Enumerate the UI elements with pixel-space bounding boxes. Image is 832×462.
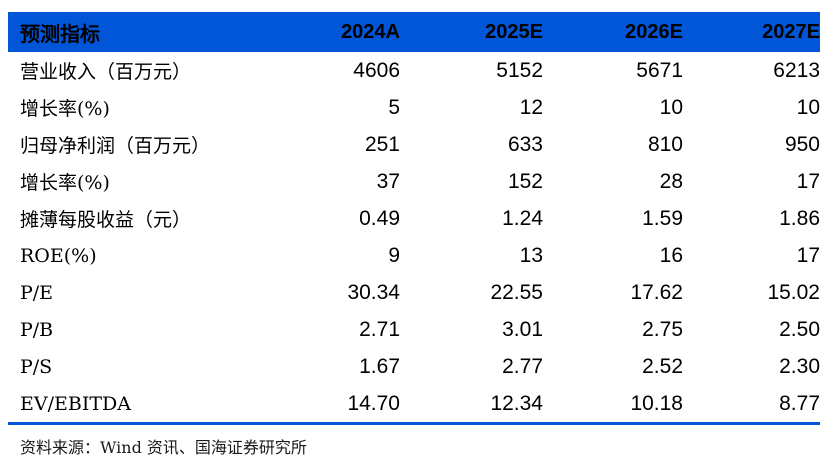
cell-value: 10 <box>659 95 683 119</box>
row-label: 归母净利润（百万元） <box>20 135 211 157</box>
row-label: EV/EBITDA <box>20 392 131 415</box>
row-label: 增长率(%) <box>20 98 110 120</box>
table-row-pb: P/B 2.71 3.01 2.75 2.50 <box>8 311 820 348</box>
cell-value: 6213 <box>773 58 820 82</box>
cell-value: 633 <box>507 132 543 156</box>
header-cell-2026e: 2026E <box>625 20 683 43</box>
header-cell-2024a: 2024A <box>341 20 400 43</box>
cell-value: 0.49 <box>359 206 400 230</box>
table-row-ps: P/S 1.67 2.77 2.52 2.30 <box>8 348 820 385</box>
source-note: 资料来源：Wind 资讯、国海证券研究所 <box>20 438 307 457</box>
cell-value: 17.62 <box>630 280 683 304</box>
cell-value: 10.18 <box>630 391 683 415</box>
cell-value: 9 <box>388 243 400 267</box>
cell-value: 1.59 <box>642 206 683 230</box>
cell-value: 28 <box>659 169 683 193</box>
row-label: 增长率(%) <box>20 172 110 194</box>
cell-value: 1.24 <box>502 206 543 230</box>
cell-value: 2.30 <box>779 354 820 378</box>
row-label: P/B <box>20 318 54 341</box>
cell-value: 2.50 <box>779 317 820 341</box>
cell-value: 2.75 <box>642 317 683 341</box>
table-row-roe: ROE(%) 9 13 16 17 <box>8 237 820 274</box>
cell-value: 16 <box>659 243 683 267</box>
cell-value: 8.77 <box>779 391 820 415</box>
cell-value: 10 <box>796 95 820 119</box>
cell-value: 30.34 <box>347 280 400 304</box>
table-row-net-profit: 归母净利润（百万元） 251 633 810 950 <box>8 126 820 163</box>
row-label: P/E <box>20 281 54 304</box>
cell-value: 810 <box>647 132 683 156</box>
table-row-profit-growth: 增长率(%) 37 152 28 17 <box>8 163 820 200</box>
cell-value: 950 <box>784 132 820 156</box>
cell-value: 2.77 <box>502 354 543 378</box>
forecast-table: 预测指标 2024A 2025E 2026E 2027E 营业收入（百万元） 4… <box>8 12 820 425</box>
header-cell-2025e: 2025E <box>485 20 543 43</box>
table-row-ev-ebitda: EV/EBITDA 14.70 12.34 10.18 8.77 <box>8 385 820 422</box>
cell-value: 4606 <box>353 58 400 82</box>
cell-value: 12.34 <box>490 391 543 415</box>
cell-value: 15.02 <box>767 280 820 304</box>
table-body: 营业收入（百万元） 4606 5152 5671 6213 增长率(%) 5 1… <box>8 52 820 422</box>
table-row-revenue: 营业收入（百万元） 4606 5152 5671 6213 <box>8 52 820 89</box>
cell-value: 1.86 <box>779 206 820 230</box>
cell-value: 5 <box>388 95 400 119</box>
cell-value: 5671 <box>636 58 683 82</box>
cell-value: 152 <box>507 169 543 193</box>
cell-value: 12 <box>519 95 543 119</box>
cell-value: 17 <box>796 243 820 267</box>
cell-value: 13 <box>519 243 543 267</box>
row-label: P/S <box>20 355 53 378</box>
cell-value: 37 <box>376 169 400 193</box>
cell-value: 17 <box>796 169 820 193</box>
row-label: 营业收入（百万元） <box>20 61 192 83</box>
row-label: ROE(%) <box>20 244 97 267</box>
cell-value: 2.52 <box>642 354 683 378</box>
cell-value: 3.01 <box>502 317 543 341</box>
cell-value: 2.71 <box>359 317 400 341</box>
header-cell-2027e: 2027E <box>762 20 820 43</box>
table-row-diluted-eps: 摊薄每股收益（元） 0.49 1.24 1.59 1.86 <box>8 200 820 237</box>
cell-value: 251 <box>364 132 400 156</box>
cell-value: 1.67 <box>359 354 400 378</box>
table-header-row: 预测指标 2024A 2025E 2026E 2027E <box>8 12 820 52</box>
cell-value: 22.55 <box>490 280 543 304</box>
row-label: 摊薄每股收益（元） <box>20 209 192 231</box>
header-cell-label: 预测指标 <box>20 21 100 46</box>
table-row-pe: P/E 30.34 22.55 17.62 15.02 <box>8 274 820 311</box>
table-row-revenue-growth: 增长率(%) 5 12 10 10 <box>8 89 820 126</box>
cell-value: 14.70 <box>347 391 400 415</box>
cell-value: 5152 <box>496 58 543 82</box>
